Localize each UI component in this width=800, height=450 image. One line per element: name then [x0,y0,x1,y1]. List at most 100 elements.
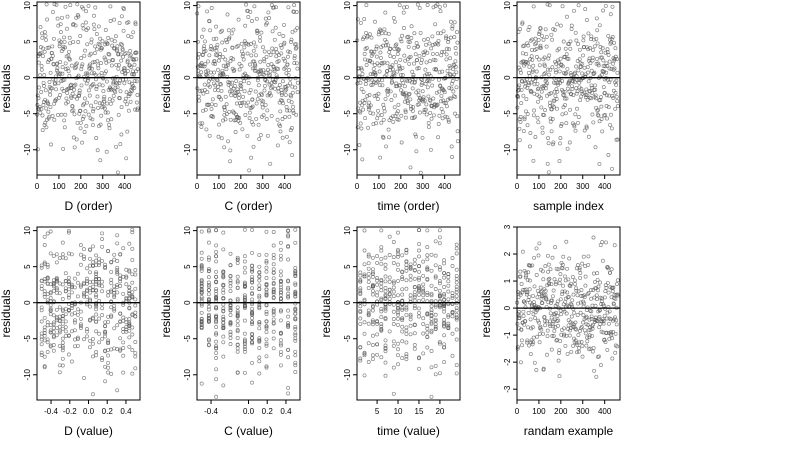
data-point [444,57,449,62]
data-point [606,105,611,110]
data-point [88,263,92,268]
data-point [120,43,124,47]
data-point [100,39,105,44]
data-point [82,247,86,252]
data-point [125,58,130,63]
data-point [522,43,527,48]
data-point [100,279,105,284]
data-point [554,70,558,75]
data-point [71,135,76,140]
data-point [290,29,295,34]
data-point [202,64,207,69]
data-point [44,37,48,42]
data-point [366,125,370,130]
data-point [289,37,294,42]
data-point [604,104,609,108]
data-point [294,61,299,66]
data-point [406,44,411,49]
data-point [225,63,230,67]
data-point [249,105,254,110]
data-point [590,55,595,60]
data-point [526,82,531,87]
data-point [599,50,604,55]
data-point [42,123,47,127]
data-point [372,93,377,98]
data-point [542,63,547,68]
data-point [78,252,83,257]
data-point [200,34,204,39]
data-point [565,14,569,19]
data-point [126,108,131,113]
data-point [413,132,418,137]
data-point [106,319,111,324]
data-point [127,335,132,340]
data-point [264,54,269,59]
data-point [517,126,522,131]
data-point [572,80,577,85]
data-point [55,16,60,21]
data-point [394,60,398,65]
data-point [94,319,99,324]
data-point [220,55,225,60]
data-point [83,20,88,25]
data-point [250,104,255,109]
data-point [133,303,138,308]
data-point [99,61,103,66]
data-point [209,6,214,10]
data-point [531,113,536,118]
y-tick-label: 3 [503,224,512,229]
data-point [46,109,51,114]
data-point [209,44,213,49]
data-point [573,128,578,133]
data-point [583,72,588,77]
data-point [614,78,619,83]
data-point [265,133,270,138]
data-point [259,69,263,74]
data-point [127,54,132,59]
data-point [63,289,68,294]
data-point [63,271,68,276]
y-tick-label: 1 [503,278,512,283]
data-point [127,241,132,246]
data-point [85,287,89,292]
data-point [103,329,108,334]
data-point [421,95,426,100]
data-point [95,148,100,153]
data-point [293,28,298,33]
data-point [528,57,533,62]
data-point [253,89,258,94]
data-point [425,50,430,55]
data-point [78,34,83,38]
data-point [88,270,92,275]
data-point [58,22,63,27]
data-point [68,3,73,8]
data-point [267,16,272,21]
data-point [265,108,270,113]
data-point [118,42,123,46]
data-point [42,365,47,370]
data-point [399,88,403,93]
data-point [454,51,459,56]
data-point [440,110,445,115]
data-point [450,79,455,83]
data-point [282,40,287,45]
data-point [91,279,95,284]
data-point [442,76,446,81]
data-point [106,360,111,365]
data-point [42,49,47,54]
data-point [119,105,124,110]
data-point [536,86,541,91]
data-point [126,33,131,38]
data-point [62,118,67,123]
x-tick-label: 20 [435,407,444,416]
data-point [96,24,101,29]
data-point [97,340,102,345]
data-point [227,35,232,40]
data-point [109,63,114,68]
data-point [360,103,364,108]
data-points [355,2,460,175]
data-point [531,63,536,68]
y-tick-label: 5 [23,39,32,44]
data-point [86,3,91,8]
data-point [433,58,438,63]
